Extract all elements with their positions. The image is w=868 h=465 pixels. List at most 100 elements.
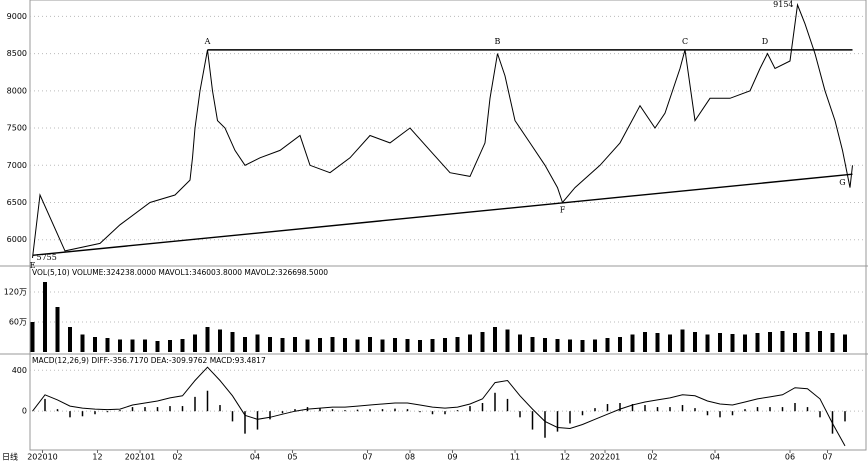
volume-bar (268, 337, 272, 352)
volume-bar (468, 334, 472, 352)
macd-bar (794, 403, 796, 412)
macd-bar (169, 406, 171, 412)
volume-bar (305, 339, 310, 352)
macd-bar (206, 390, 209, 412)
price-line (32, 366, 846, 447)
macd-bar (394, 408, 396, 412)
macd-bar (531, 411, 534, 430)
macd-bar (806, 407, 809, 412)
volume-bar (55, 307, 60, 352)
volume-bar (330, 337, 335, 352)
macd-bar (281, 411, 284, 414)
volume-bar (743, 334, 747, 352)
macd-bar (356, 409, 359, 412)
macd-bar (144, 407, 146, 412)
annotation: C (682, 37, 688, 46)
volume-bar (430, 339, 435, 352)
y-tick-label: 60万 (9, 318, 27, 327)
macd-bar (81, 411, 84, 417)
macd-bar (94, 411, 96, 415)
volume-bar (405, 339, 410, 352)
macd-bar (844, 411, 846, 422)
x-tick-label: 202010 (27, 453, 58, 462)
y-tick-label: 8500 (7, 49, 27, 58)
volume-bar (830, 333, 835, 352)
y-tick-label: 6000 (7, 235, 27, 244)
annotation: D (762, 37, 768, 46)
volume-bar (780, 331, 785, 352)
volume-bar (705, 334, 710, 352)
macd-bar (656, 407, 659, 412)
macd-bar (444, 411, 446, 415)
x-tick-label: 202101 (125, 453, 156, 462)
y-tick-label: 8000 (7, 86, 27, 95)
volume-bar (80, 334, 85, 352)
volume-bar (93, 337, 97, 352)
volume-bar (668, 334, 672, 352)
volume-bar (255, 334, 260, 352)
volume-bar (380, 339, 385, 352)
volume-bar (455, 337, 460, 352)
panel-header: MACD(12,26,9) DIFF:-356.7170 DEA:-309.97… (32, 356, 266, 365)
macd-bar (319, 408, 321, 412)
volume-bar (68, 327, 72, 352)
annotation: 5755 (37, 253, 57, 262)
volume-bar (193, 334, 197, 352)
macd-bar (569, 411, 571, 424)
y-tick-label: 9000 (7, 12, 27, 21)
y-tick-label: 7000 (7, 161, 27, 170)
volume-bar (218, 329, 222, 352)
macd-bar (181, 406, 184, 412)
macd-bar (831, 411, 834, 434)
macd-bar (744, 409, 746, 412)
macd-bar (456, 410, 459, 412)
volume-bar (280, 338, 285, 352)
macd-bar (256, 411, 259, 430)
x-tick-label: 05 (287, 453, 297, 462)
x-tick-label: 06 (785, 453, 795, 462)
annotation: A (204, 37, 211, 46)
x-tick-label: 04 (710, 453, 720, 462)
x-tick-label: 02 (647, 453, 657, 462)
volume-bar (630, 334, 635, 352)
macd-bar (131, 407, 134, 412)
annotation: 9154 (773, 0, 793, 9)
macd-bar (819, 411, 821, 418)
macd-bar (669, 407, 671, 412)
volume-bar (393, 338, 397, 352)
volume-bar (230, 332, 235, 352)
macd-bar (244, 411, 246, 434)
macd-bar (606, 404, 609, 412)
volume-bar (205, 327, 210, 352)
annotation: F (560, 205, 566, 214)
volume-bar (718, 333, 722, 352)
volume-bar (355, 339, 360, 352)
macd-bar (331, 409, 334, 412)
macd-bar (644, 405, 646, 412)
macd-bar (294, 409, 296, 412)
volume-bar (605, 338, 610, 352)
macd-bar (156, 407, 159, 412)
macd-bar (756, 407, 759, 412)
macd-bar (369, 409, 371, 412)
volume-bar (793, 333, 797, 352)
volume-bar (143, 339, 147, 352)
y-tick-label: 6500 (7, 198, 27, 207)
macd-bar (731, 411, 734, 416)
macd-bar (619, 403, 621, 412)
macd-bar (519, 411, 521, 418)
macd-bar (406, 409, 409, 412)
panel-header: VOL(5,10) VOLUME:324238.0000 MAVOL1:3460… (32, 268, 328, 277)
macd-bar (344, 410, 346, 412)
volume-bar (180, 339, 185, 352)
macd-bar (469, 406, 471, 412)
macd-bar (719, 411, 721, 418)
macd-bar (506, 398, 509, 412)
volume-bar (368, 337, 372, 352)
volume-bar (168, 340, 172, 352)
volume-bar (105, 338, 110, 352)
annotation: B (495, 37, 501, 46)
macd-bar (306, 407, 309, 412)
volume-bar (843, 334, 847, 352)
